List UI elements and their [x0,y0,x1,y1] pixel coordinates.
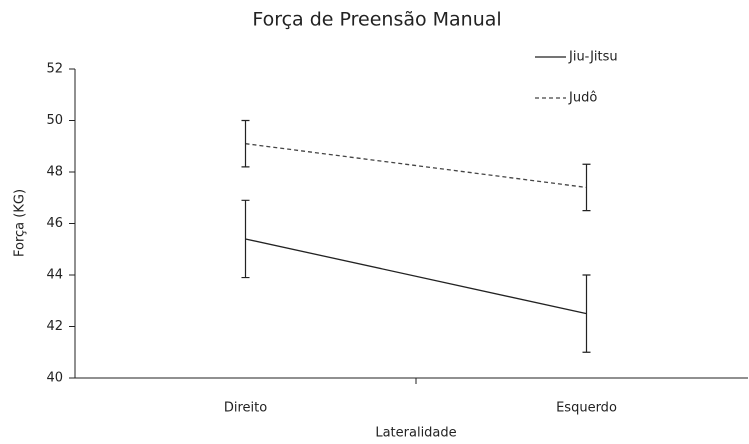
x-axis-label: Lateralidade [375,426,456,441]
error-bar [582,274,591,353]
y-tick-label: 48 [46,165,63,180]
y-tick-label: 50 [46,113,63,128]
y-tick-label: 46 [46,216,63,231]
error-bar [241,199,250,279]
line [245,238,587,315]
chart-title: Força de Preensão Manual [252,9,501,31]
error-bar [241,119,250,168]
x-tick-label: Direito [224,401,267,416]
y-tick-label: 52 [46,62,63,77]
y-tick-label: 40 [46,371,63,386]
legend-label: Judô [568,91,597,106]
y-tick-label: 44 [46,268,63,283]
y-tick-label: 42 [46,319,63,334]
legend-label: Jiu-Jitsu [568,50,618,65]
y-axis-label: Força (KG) [13,189,28,257]
error-bar [582,163,591,212]
x-tick-label: Esquerdo [556,401,617,416]
line [245,143,587,189]
